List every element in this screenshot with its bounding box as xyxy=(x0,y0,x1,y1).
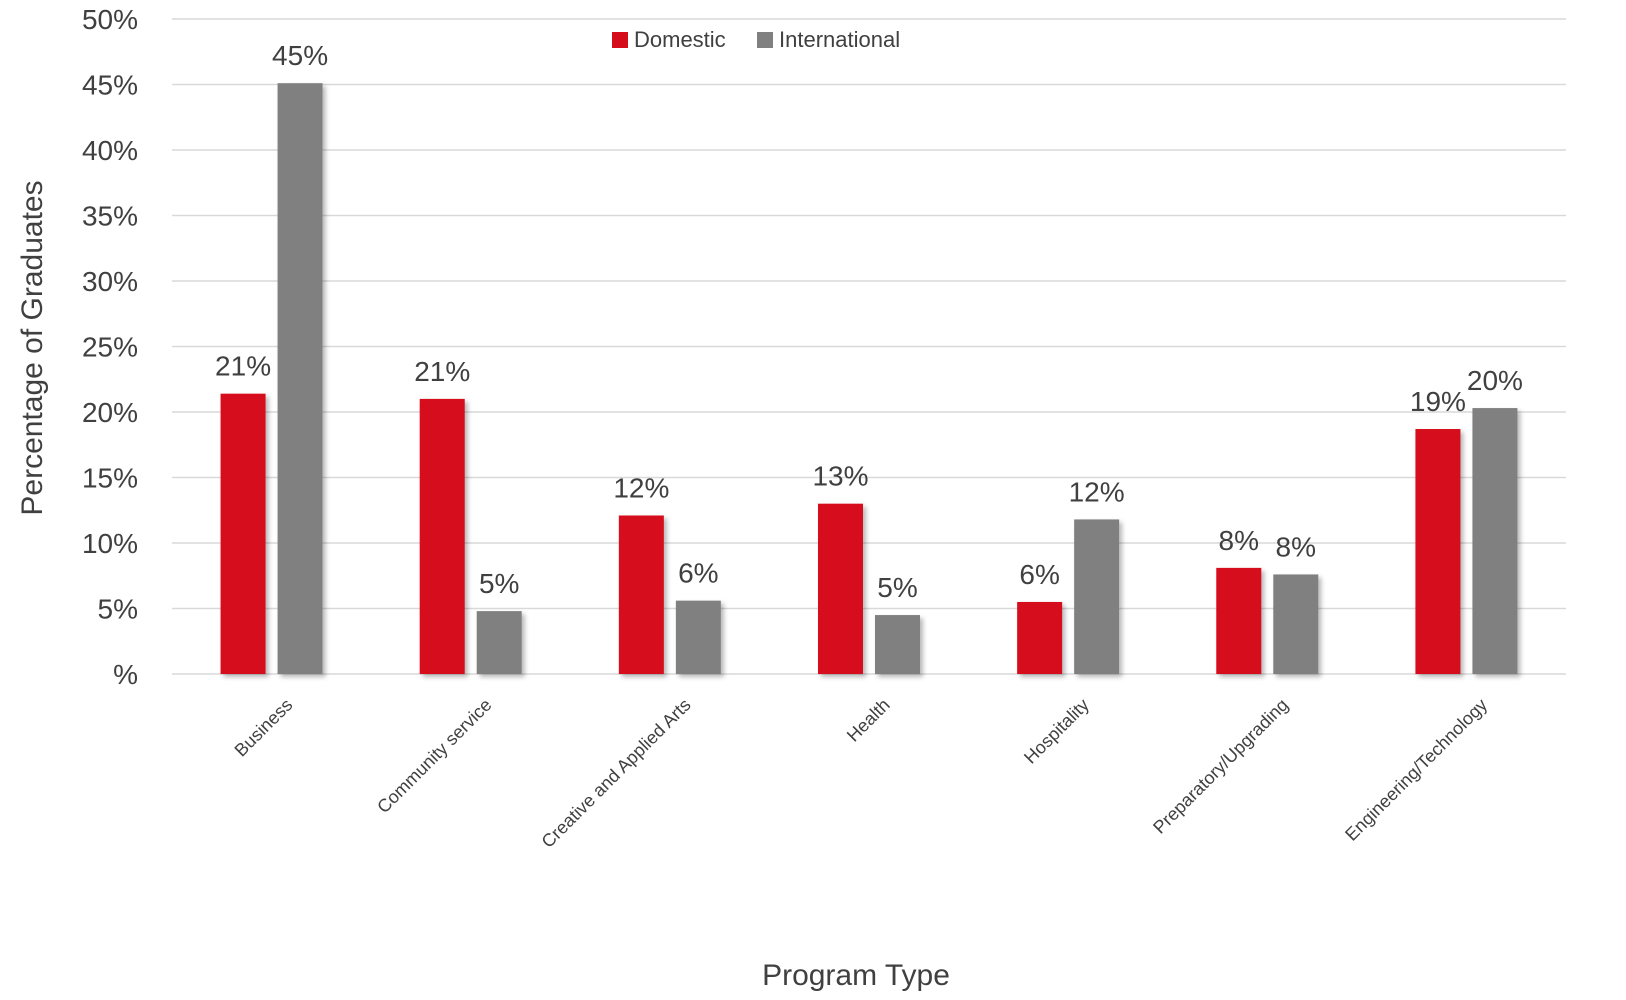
data-label-domestic-5: 6% xyxy=(1019,559,1059,590)
bar-domestic-7 xyxy=(1415,429,1461,674)
bar-international-2 xyxy=(476,611,522,674)
bar-domestic-5 xyxy=(1017,601,1063,674)
data-label-domestic-4: 13% xyxy=(812,461,868,492)
data-label-international-1: 45% xyxy=(272,40,328,71)
legend-swatch-international xyxy=(757,32,773,48)
bar-international-7 xyxy=(1472,408,1518,674)
y-tick-label: 50% xyxy=(82,4,138,35)
bar-domestic-4 xyxy=(818,503,863,674)
bar-international-1 xyxy=(277,83,323,674)
x-axis-title: Program Type xyxy=(762,959,950,992)
x-tick-label: Community service xyxy=(373,695,495,817)
x-tick-label: Engineering/Technology xyxy=(1341,695,1491,845)
data-labels: 21% 45% 21% 5% 12% 6% 13% 5% 6% 12% 8% 8% 19%20% xyxy=(215,40,1523,603)
data-label-domestic-1: 21% xyxy=(215,351,271,382)
bar-international-3 xyxy=(675,600,721,674)
data-label-domestic-7: 19% xyxy=(1410,386,1466,417)
data-label-international-4: 5% xyxy=(877,572,917,603)
bar-domestic-3 xyxy=(618,515,664,674)
data-label-international-6: 8% xyxy=(1276,531,1316,562)
data-label-international-7: 20% xyxy=(1467,365,1523,396)
bar-international-6 xyxy=(1273,574,1319,674)
data-label-international-3: 6% xyxy=(678,558,718,589)
bar-international-5 xyxy=(1074,519,1120,674)
legend-label-international: International xyxy=(779,27,900,52)
data-label-international-2: 5% xyxy=(479,568,519,599)
bar-domestic-6 xyxy=(1216,567,1262,674)
y-tick-label: % xyxy=(113,659,138,690)
y-tick-label: 45% xyxy=(82,70,138,101)
y-axis-title: Percentage of Graduates xyxy=(16,180,49,515)
x-tick-label: Preparatory/Upgrading xyxy=(1149,695,1292,838)
legend: Domestic International xyxy=(612,27,900,52)
x-tick-label: Hospitality xyxy=(1020,695,1093,768)
bar-domestic-2 xyxy=(419,398,465,674)
bars xyxy=(220,83,1518,674)
data-label-domestic-3: 12% xyxy=(613,472,669,503)
y-tick-label: 5% xyxy=(98,594,138,625)
data-label-domestic-6: 8% xyxy=(1219,525,1259,556)
y-tick-label: 15% xyxy=(82,463,138,494)
x-tick-label: Business xyxy=(231,695,297,761)
data-label-domestic-2: 21% xyxy=(414,356,470,387)
data-label-international-5: 12% xyxy=(1069,476,1125,507)
x-tick-label: Health xyxy=(843,695,894,746)
y-tick-label: 10% xyxy=(82,528,138,559)
x-axis-category-labels: Business Community service Creative and Ap… xyxy=(231,695,1492,852)
y-tick-label: 30% xyxy=(82,266,138,297)
x-tick-label: Creative and Applied Arts xyxy=(538,695,695,852)
y-tick-label: 35% xyxy=(82,201,138,232)
legend-label-domestic: Domestic xyxy=(634,27,726,52)
legend-swatch-domestic xyxy=(612,32,628,48)
y-axis-ticks: % 5% 10% 15% 20% 25% 30% 35% 40% 45% 50% xyxy=(82,4,138,690)
y-tick-label: 25% xyxy=(82,332,138,363)
y-tick-label: 40% xyxy=(82,135,138,166)
y-tick-label: 20% xyxy=(82,397,138,428)
bar-domestic-1 xyxy=(220,393,266,674)
bar-international-4 xyxy=(875,615,920,674)
gridlines xyxy=(172,18,1566,675)
